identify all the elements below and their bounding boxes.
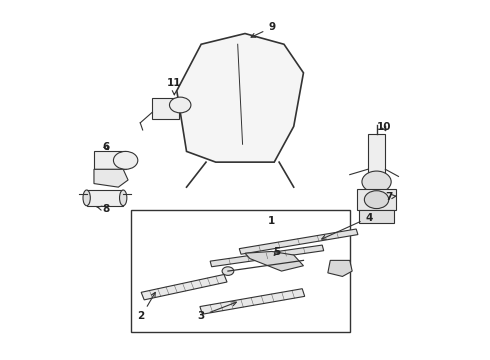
Bar: [368, 134, 385, 176]
Polygon shape: [239, 229, 358, 254]
Text: 3: 3: [197, 302, 236, 321]
Text: 1: 1: [268, 216, 275, 226]
Polygon shape: [177, 33, 303, 162]
Polygon shape: [328, 260, 352, 276]
Text: 11: 11: [167, 78, 182, 95]
Bar: [130, 210, 350, 332]
Circle shape: [170, 97, 191, 113]
Text: 6: 6: [102, 142, 110, 152]
Bar: [94, 152, 125, 169]
Ellipse shape: [120, 190, 127, 206]
Ellipse shape: [83, 190, 90, 206]
Bar: [152, 98, 179, 119]
Text: 4: 4: [322, 212, 373, 239]
Circle shape: [114, 152, 138, 169]
Circle shape: [365, 191, 389, 208]
Bar: [357, 189, 396, 210]
Circle shape: [222, 267, 234, 275]
Text: 9: 9: [251, 22, 275, 37]
Text: 5: 5: [273, 247, 280, 257]
Circle shape: [362, 171, 391, 193]
Polygon shape: [210, 245, 324, 267]
Polygon shape: [245, 251, 303, 271]
Polygon shape: [200, 289, 305, 314]
Bar: [87, 190, 123, 206]
Bar: [360, 210, 393, 223]
Text: 10: 10: [377, 122, 391, 132]
Polygon shape: [141, 274, 227, 300]
Polygon shape: [94, 169, 128, 187]
Text: 8: 8: [97, 204, 110, 214]
Text: 7: 7: [385, 192, 396, 202]
Text: 2: 2: [138, 292, 155, 321]
